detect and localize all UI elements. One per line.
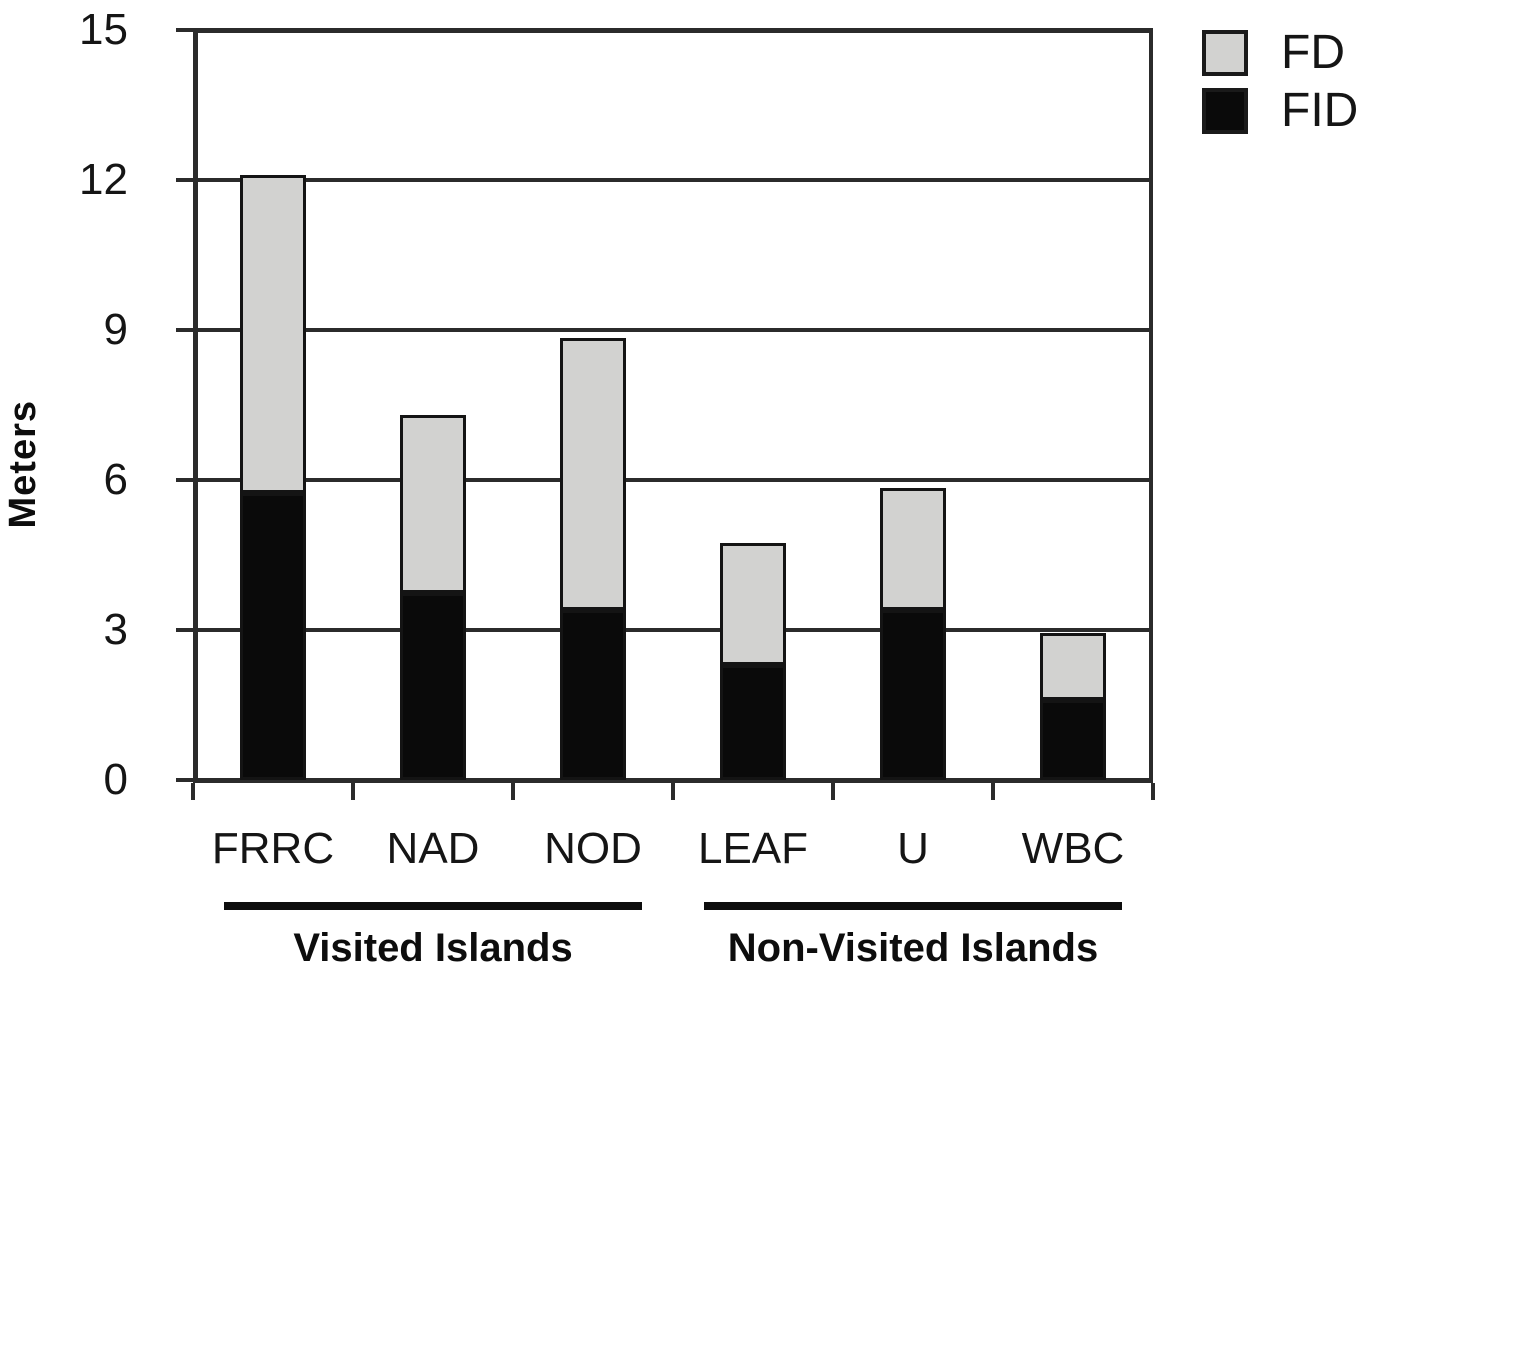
group-underline-1 — [704, 902, 1122, 910]
y-tick-mark-0 — [176, 778, 193, 782]
y-tick-label-3: 3 — [103, 605, 128, 654]
category-label-U: U — [897, 824, 929, 873]
y-tick-mark-12 — [176, 178, 193, 182]
category-label-FRRC: FRRC — [211, 824, 335, 873]
bar-segment-FD-NOD — [560, 337, 626, 610]
bar-segment-FD-NAD — [400, 415, 466, 593]
y-tick-label-9: 9 — [103, 305, 128, 354]
x-tick-mark-0 — [191, 783, 195, 800]
legend-label-FD: FD — [1281, 26, 1345, 79]
category-label-NOD: NOD — [544, 824, 642, 873]
bar-segment-FD-U — [880, 487, 946, 610]
bar-segment-FID-LEAF — [720, 665, 786, 780]
group-label-1: Non-Visited Islands — [727, 926, 1099, 970]
x-tick-mark-4 — [831, 783, 835, 800]
y-tick-label-0: 0 — [103, 755, 128, 804]
bar-segment-FID-FRRC — [240, 492, 306, 780]
plot-area-frame — [193, 28, 1153, 783]
y-tick-mark-15 — [176, 28, 193, 32]
category-label-WBC: WBC — [1021, 824, 1125, 873]
x-tick-mark-6 — [1151, 783, 1155, 800]
gridline-9 — [198, 328, 1149, 332]
gridline-3 — [198, 628, 1149, 632]
y-tick-mark-9 — [176, 328, 193, 332]
bar-segment-FD-WBC — [1040, 632, 1106, 700]
y-tick-label-6: 6 — [103, 455, 128, 504]
x-tick-mark-5 — [991, 783, 995, 800]
y-tick-label-15: 15 — [79, 5, 128, 54]
x-tick-mark-2 — [511, 783, 515, 800]
y-tick-mark-3 — [176, 628, 193, 632]
y-tick-label-12: 12 — [79, 155, 128, 204]
y-tick-mark-6 — [176, 478, 193, 482]
category-label-LEAF: LEAF — [697, 824, 809, 873]
bar-segment-FID-WBC — [1040, 700, 1106, 780]
x-tick-mark-3 — [671, 783, 675, 800]
legend-swatch-FID — [1202, 88, 1248, 134]
bar-segment-FID-U — [880, 610, 946, 780]
bar-segment-FD-FRRC — [240, 175, 306, 493]
group-label-0: Visited Islands — [293, 926, 573, 970]
bar-segment-FID-NAD — [400, 592, 466, 780]
gridline-12 — [198, 178, 1149, 182]
group-underline-0 — [224, 902, 642, 910]
legend-swatch-FD — [1202, 30, 1248, 76]
category-label-NAD: NAD — [386, 824, 480, 873]
bar-segment-FID-NOD — [560, 610, 626, 780]
x-tick-mark-1 — [351, 783, 355, 800]
bar-segment-FD-LEAF — [720, 542, 786, 665]
gridline-6 — [198, 478, 1149, 482]
legend-label-FID: FID — [1281, 84, 1359, 137]
